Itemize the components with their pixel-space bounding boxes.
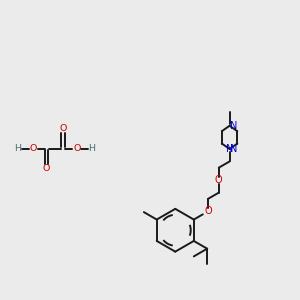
Text: H: H <box>88 144 95 153</box>
Text: H: H <box>14 144 21 153</box>
Text: O: O <box>204 206 212 216</box>
Text: N: N <box>226 144 233 154</box>
Text: O: O <box>59 124 67 134</box>
Text: O: O <box>215 175 223 185</box>
Text: O: O <box>29 144 37 153</box>
Text: N: N <box>230 121 238 131</box>
Text: N: N <box>230 144 238 154</box>
Text: O: O <box>73 144 81 153</box>
Text: O: O <box>43 164 50 172</box>
